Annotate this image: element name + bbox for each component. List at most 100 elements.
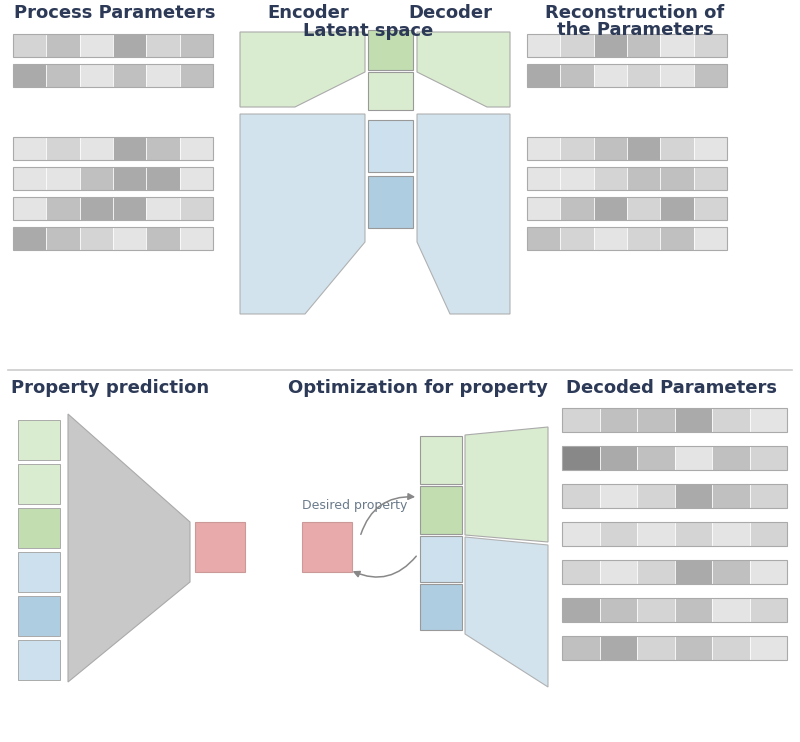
Bar (594, 34, 627, 57)
Bar (13, 167, 213, 190)
Bar (13, 227, 213, 250)
Bar (195, 522, 245, 572)
Bar (627, 34, 660, 57)
Bar (560, 137, 594, 160)
Bar (13, 34, 46, 57)
Bar (694, 167, 727, 190)
Bar (750, 408, 787, 432)
Bar (562, 598, 599, 622)
Bar (562, 560, 787, 584)
Bar (712, 636, 750, 660)
Bar (527, 34, 560, 57)
Bar (368, 120, 413, 172)
Text: Desired property: Desired property (302, 499, 407, 512)
Bar (562, 598, 787, 622)
Text: Optimization for property: Optimization for property (288, 379, 548, 397)
Bar (750, 636, 787, 660)
Bar (750, 446, 787, 470)
Bar (594, 64, 627, 87)
Bar (13, 197, 46, 220)
Bar (80, 197, 113, 220)
Bar (637, 408, 674, 432)
Bar (368, 176, 413, 228)
Bar (674, 408, 712, 432)
Bar (46, 197, 80, 220)
Bar (368, 30, 413, 70)
Bar (560, 167, 594, 190)
Bar (694, 64, 727, 87)
Bar (113, 227, 146, 250)
Bar (18, 596, 60, 636)
Bar (527, 227, 727, 250)
Bar (420, 486, 462, 534)
Bar (180, 227, 213, 250)
Bar (527, 137, 727, 160)
Bar (627, 64, 660, 87)
Bar (562, 446, 787, 470)
Bar (527, 34, 727, 57)
Bar (712, 598, 750, 622)
Text: Process Parameters: Process Parameters (14, 4, 216, 22)
Bar (599, 636, 637, 660)
Text: Reconstruction of: Reconstruction of (546, 4, 725, 22)
Bar (594, 197, 627, 220)
Bar (562, 484, 599, 508)
Bar (562, 522, 599, 546)
Bar (18, 508, 60, 548)
Bar (750, 560, 787, 584)
Bar (627, 227, 660, 250)
Bar (637, 598, 674, 622)
Bar (562, 408, 599, 432)
Bar (527, 197, 560, 220)
Polygon shape (240, 114, 365, 314)
Bar (180, 197, 213, 220)
Polygon shape (417, 32, 510, 107)
Bar (674, 598, 712, 622)
Polygon shape (68, 414, 190, 682)
Bar (46, 227, 80, 250)
Bar (637, 522, 674, 546)
Polygon shape (417, 114, 510, 314)
Bar (46, 167, 80, 190)
Bar (599, 560, 637, 584)
Bar (712, 446, 750, 470)
Bar (13, 137, 213, 160)
Bar (46, 34, 80, 57)
Bar (46, 137, 80, 160)
Text: Property prediction: Property prediction (11, 379, 209, 397)
Bar (527, 64, 560, 87)
Bar (527, 167, 560, 190)
Bar (750, 484, 787, 508)
Bar (637, 560, 674, 584)
Bar (146, 64, 180, 87)
Bar (562, 446, 599, 470)
Bar (46, 64, 80, 87)
Bar (18, 420, 60, 460)
Bar (694, 197, 727, 220)
Bar (80, 167, 113, 190)
Bar (627, 137, 660, 160)
Bar (694, 137, 727, 160)
Bar (674, 446, 712, 470)
Polygon shape (465, 537, 548, 687)
Bar (80, 227, 113, 250)
Bar (660, 197, 694, 220)
Bar (527, 137, 560, 160)
Bar (594, 227, 627, 250)
Bar (13, 197, 213, 220)
Bar (560, 197, 594, 220)
Bar (599, 598, 637, 622)
Bar (627, 167, 660, 190)
Text: Latent space: Latent space (303, 22, 433, 40)
Polygon shape (240, 32, 365, 107)
Bar (13, 167, 46, 190)
Bar (18, 640, 60, 680)
Bar (302, 522, 352, 572)
Bar (694, 227, 727, 250)
Bar (712, 560, 750, 584)
Bar (750, 598, 787, 622)
Bar (146, 167, 180, 190)
Bar (599, 446, 637, 470)
Bar (712, 522, 750, 546)
Text: Decoder: Decoder (408, 4, 492, 22)
